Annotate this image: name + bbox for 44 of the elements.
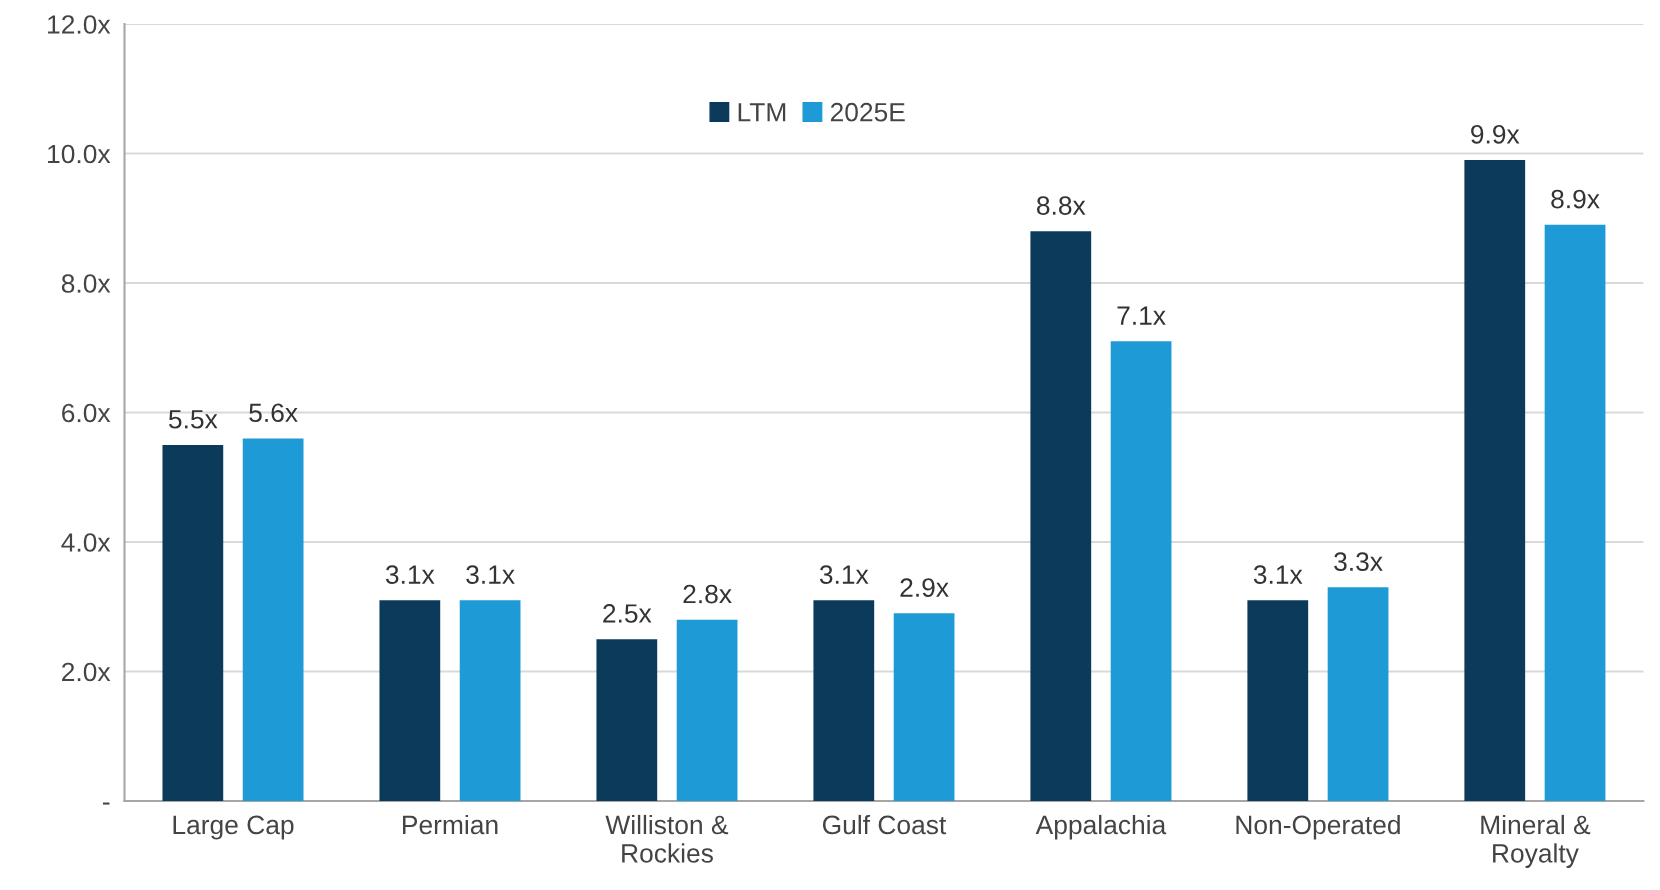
- bar: [1544, 224, 1606, 801]
- y-tick-label: 2.0x: [62, 662, 111, 682]
- data-label: 9.9x: [1471, 124, 1520, 144]
- data-label: 3.3x: [1334, 552, 1383, 572]
- data-label: 3.1x: [466, 565, 515, 584]
- x-tick-label: Gulf Coast: [822, 814, 947, 835]
- x-tick-label: Williston & Rockies: [605, 814, 729, 863]
- data-label: 3.1x: [1253, 565, 1303, 584]
- data-label: 3.1x: [385, 565, 435, 584]
- data-label: 8.8x: [1037, 196, 1086, 215]
- x-tick-label: Large Cap: [173, 815, 294, 840]
- data-label: 2.5x: [603, 604, 652, 623]
- data-label: 3.1x: [819, 565, 869, 584]
- bar: [1030, 231, 1092, 801]
- bar: [1464, 160, 1526, 801]
- y-tick-label: 4.0x: [61, 533, 111, 552]
- bar: [162, 444, 224, 801]
- y-tick-label: 10.0x: [48, 144, 111, 164]
- y-tick-label: 12.0x: [48, 15, 111, 34]
- legend-label: LTM: [738, 103, 786, 122]
- bar: [893, 613, 955, 801]
- legend-label: 2025E: [830, 102, 905, 122]
- data-label: 7.1x: [1117, 306, 1166, 325]
- x-tick-label: Mineral & Royalty: [1481, 814, 1591, 868]
- data-label: 5.5x: [168, 410, 218, 429]
- bar: [1110, 341, 1172, 801]
- bar: [1247, 600, 1309, 801]
- y-tick-label: 8.0x: [61, 274, 111, 293]
- y-tick-label: 6.0x: [62, 403, 111, 423]
- bar: [813, 600, 875, 801]
- bar: [596, 639, 658, 801]
- x-tick-label: Non-Operated: [1236, 814, 1400, 840]
- data-label: 5.6x: [249, 403, 298, 423]
- data-label: 8.9x: [1551, 189, 1600, 209]
- data-label: 2.9x: [900, 578, 949, 597]
- x-tick-label: Appalachia: [1035, 814, 1167, 840]
- x-tick-label: Permian: [403, 814, 498, 835]
- bar: [459, 600, 521, 801]
- bar: [379, 600, 441, 801]
- data-label: 2.8x: [683, 584, 732, 604]
- bar: [1327, 587, 1389, 801]
- bar: [242, 438, 304, 801]
- bar: [676, 619, 738, 801]
- y-tick-label: -: [103, 802, 110, 805]
